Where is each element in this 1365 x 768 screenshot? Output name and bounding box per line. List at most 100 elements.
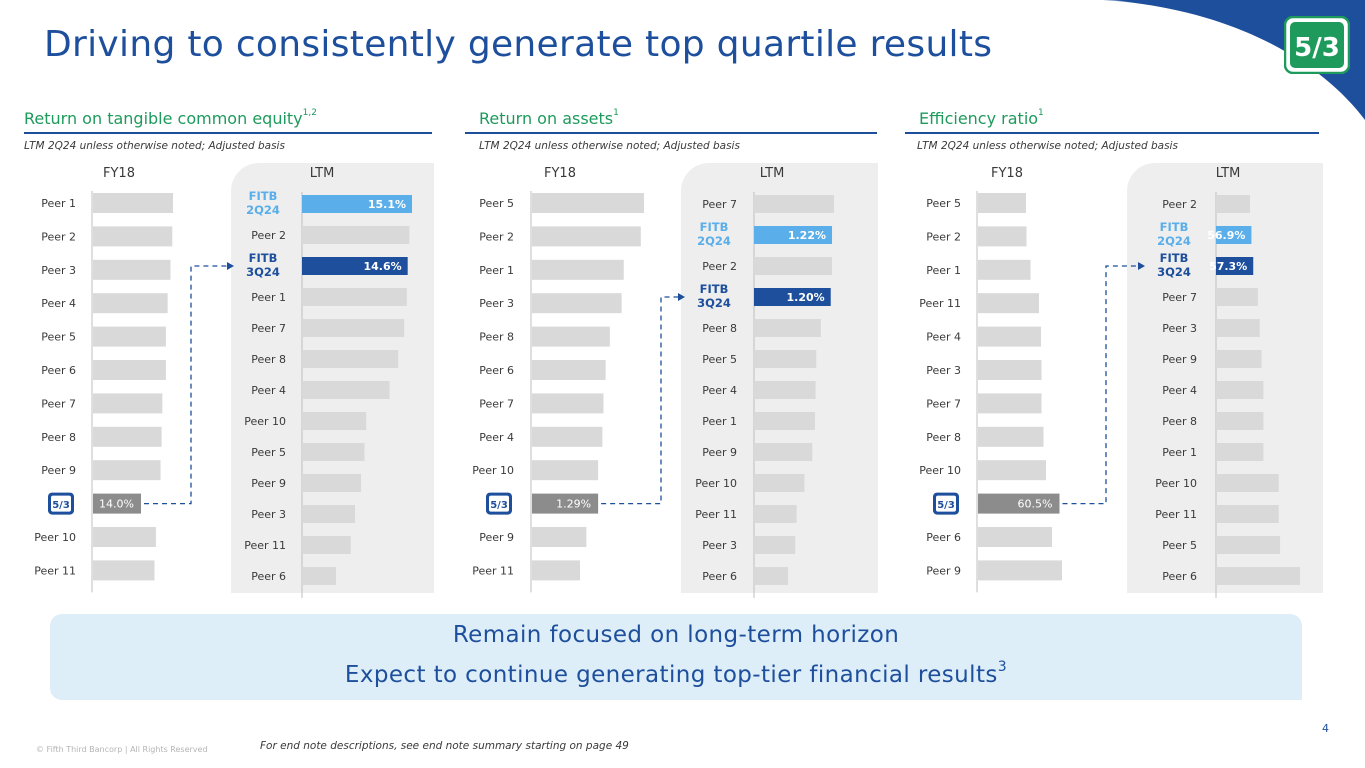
ltm-bar xyxy=(754,288,831,306)
banner-line-2: Expect to continue generating top-tier f… xyxy=(50,659,1302,688)
ltm-value-label: 14.6% xyxy=(364,260,402,273)
ltm-bar xyxy=(302,257,408,275)
fy18-category-label: Peer 11 xyxy=(919,297,961,310)
ltm-bar xyxy=(302,536,351,554)
fy18-bar xyxy=(978,527,1052,547)
ltm-bar xyxy=(302,381,390,399)
fy18-category-label: Peer 8 xyxy=(479,331,514,344)
ltm-bar xyxy=(302,350,399,368)
fy18-value-label: 60.5% xyxy=(1018,498,1053,511)
fitb-connector-arrow xyxy=(144,265,228,505)
ltm-category-label: Peer 8 xyxy=(251,353,286,366)
ltm-category-label: Peer 4 xyxy=(251,384,286,397)
chart-rotce: Peer 1 Peer 2 Peer 3 Peer 4 Peer 5 Peer 6 Peer… xyxy=(34,189,412,598)
ltm-bar xyxy=(754,257,833,275)
ltm-category-label: FITB xyxy=(1160,220,1189,234)
panel-rule xyxy=(905,132,1319,134)
banner-line-1: Remain focused on long-term horizon xyxy=(452,622,900,648)
fy18-category-label: Peer 8 xyxy=(41,431,76,444)
fy18-bar xyxy=(93,360,166,380)
ltm-category-label: 3Q24 xyxy=(1157,265,1191,279)
ltm-category-label: Peer 4 xyxy=(1162,384,1197,397)
col-header-fy18: FY18 xyxy=(991,166,1023,181)
ltm-bar xyxy=(1216,474,1279,492)
svg-text:5/3: 5/3 xyxy=(490,500,508,511)
copyright: © Fifth Third Bancorp | All Rights Reser… xyxy=(36,745,208,754)
panel-title-text: Return on tangible common equity xyxy=(24,109,303,128)
ltm-category-label: Peer 1 xyxy=(702,415,737,428)
ltm-category-label: FITB xyxy=(700,220,729,234)
fy18-category-label: Peer 7 xyxy=(479,397,514,410)
fy18-bar xyxy=(978,360,1042,380)
col-header-fy18: FY18 xyxy=(103,166,135,181)
ltm-bar xyxy=(754,350,817,368)
fy18-bar xyxy=(532,293,622,314)
panel-title-note: 1,2 xyxy=(302,108,317,118)
ltm-bar xyxy=(1216,443,1264,461)
fy18-bar xyxy=(532,527,587,547)
panel-rotce: Return on tangible common equity1,2 LTM … xyxy=(24,106,444,606)
col-header-ltm: LTM xyxy=(1215,166,1241,181)
ltm-category-label: Peer 2 xyxy=(251,229,286,242)
ltm-category-label: Peer 1 xyxy=(1162,446,1197,459)
ltm-category-label: 3Q24 xyxy=(697,296,731,310)
ltm-value-label: 1.20% xyxy=(787,291,825,304)
fy18-bar xyxy=(532,393,604,414)
fitb-connector-arrow xyxy=(1062,265,1139,505)
fy18-bar xyxy=(93,426,162,447)
ltm-category-label: Peer 7 xyxy=(1162,291,1197,304)
ltm-bar xyxy=(754,412,815,430)
ltm-category-label: Peer 8 xyxy=(1162,415,1197,428)
panel-title: Return on tangible common equity1,2 xyxy=(24,108,317,128)
fy18-category-label: Peer 8 xyxy=(926,431,961,444)
panel-subtitle: LTM 2Q24 unless otherwise noted; Adjuste… xyxy=(917,140,1178,152)
svg-text:5/3: 5/3 xyxy=(1294,33,1340,63)
ltm-category-label: Peer 10 xyxy=(1155,477,1197,490)
fy18-category-label: Peer 11 xyxy=(472,564,514,577)
fy18-bar xyxy=(978,259,1031,280)
fy18-category-label: Peer 11 xyxy=(34,564,76,577)
page-title: Driving to consistently generate top qua… xyxy=(44,24,993,65)
key-message-banner: Remain focused on long-term horizon Expe… xyxy=(50,614,1302,700)
ltm-bar xyxy=(1216,381,1264,399)
ltm-bar xyxy=(754,567,788,585)
ltm-category-label: Peer 9 xyxy=(1162,353,1197,366)
ltm-category-label: Peer 6 xyxy=(702,570,737,583)
panel-title-note: 1 xyxy=(1038,108,1044,118)
fy18-bar xyxy=(93,293,168,314)
fy18-bar xyxy=(93,460,161,481)
svg-text:5/3: 5/3 xyxy=(52,500,70,511)
fy18-category-label: Peer 5 xyxy=(41,331,76,344)
fy18-bar xyxy=(532,259,624,280)
ltm-value-label: 1.22% xyxy=(788,229,826,242)
ltm-category-label: Peer 2 xyxy=(1162,198,1197,211)
ltm-category-label: Peer 1 xyxy=(251,291,286,304)
fy18-category-label: Peer 3 xyxy=(926,364,961,377)
panel-rule xyxy=(24,132,432,134)
ltm-category-label: Peer 10 xyxy=(244,415,286,428)
fy18-category-label: Peer 9 xyxy=(41,464,76,477)
fy18-bar xyxy=(978,293,1039,314)
fy18-bar xyxy=(93,560,155,581)
fy18-bar xyxy=(978,460,1046,481)
fy18-category-label: Peer 7 xyxy=(926,397,961,410)
ltm-category-label: Peer 5 xyxy=(702,353,737,366)
fy18-category-label: Peer 2 xyxy=(479,230,514,243)
ltm-category-label: 2Q24 xyxy=(697,234,731,248)
fy18-category-label: Peer 10 xyxy=(919,464,961,477)
ltm-bar xyxy=(1216,226,1252,244)
ltm-category-label: Peer 4 xyxy=(702,384,737,397)
fy18-category-label: Peer 1 xyxy=(41,197,76,210)
fy18-bar xyxy=(532,326,610,347)
fy18-category-label: Peer 5 xyxy=(479,197,514,210)
fy18-bar xyxy=(93,226,173,247)
fy18-bar xyxy=(978,426,1044,447)
col-header-ltm: LTM xyxy=(759,166,785,181)
ltm-bar xyxy=(754,195,834,213)
panel-title: Return on assets1 xyxy=(479,108,619,128)
fitb-logo-marker-icon: 5/3 xyxy=(486,492,512,515)
page-number: 4 xyxy=(1322,722,1329,735)
ltm-category-label: Peer 3 xyxy=(702,539,737,552)
ltm-bar xyxy=(302,319,405,337)
fy18-bar xyxy=(532,560,580,581)
